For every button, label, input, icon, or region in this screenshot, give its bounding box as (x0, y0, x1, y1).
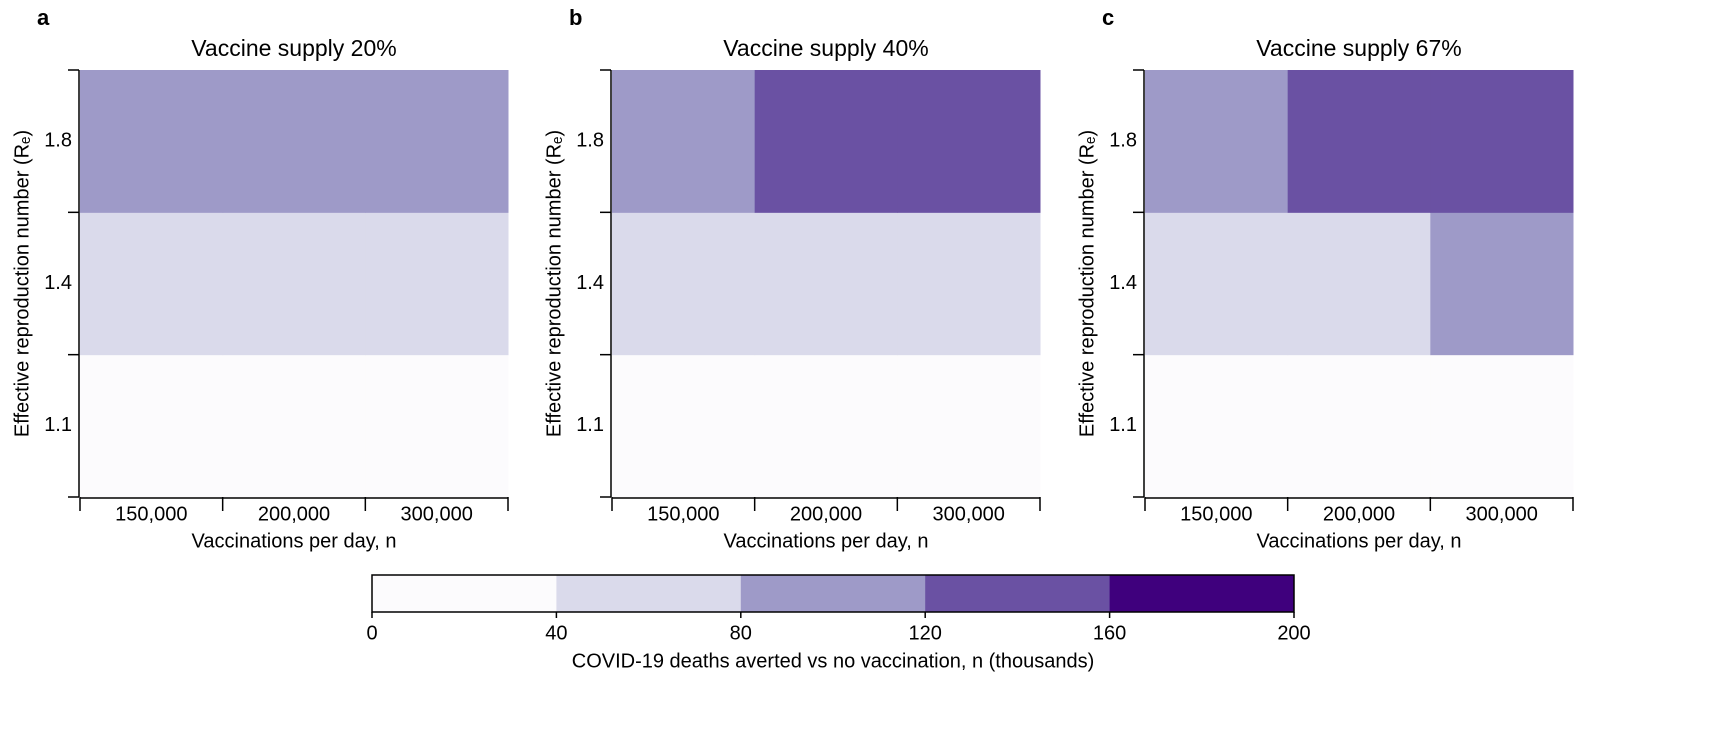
y-axis-label: Effective reproduction number (Rₑ) (543, 130, 565, 437)
x-tick-label: 300,000 (933, 503, 1005, 525)
colorbar-segment (740, 575, 926, 612)
panel-title: Vaccine supply 20% (191, 35, 396, 61)
heat-cell (365, 354, 509, 498)
x-axis-label: Vaccinations per day, n (1257, 530, 1462, 552)
y-tick-label: 1.4 (44, 272, 72, 294)
heat-cell (80, 212, 224, 356)
heat-cell (754, 70, 898, 213)
colorbar-label: COVID-19 deaths averted vs no vaccinatio… (572, 650, 1095, 672)
colorbar-segment (556, 575, 742, 612)
x-tick-label: 200,000 (790, 503, 862, 525)
panel-title: Vaccine supply 40% (723, 35, 928, 61)
colorbar-segment (372, 575, 557, 612)
heat-cell (1145, 212, 1289, 356)
heat-cell (612, 70, 756, 213)
heat-cell (1287, 212, 1431, 356)
x-tick-label: 150,000 (1180, 503, 1252, 525)
x-tick-label: 150,000 (115, 503, 187, 525)
heat-cell (1287, 354, 1431, 498)
colorbar-tick-label: 40 (545, 622, 567, 644)
heat-cell (222, 212, 366, 356)
colorbar-tick-label: 200 (1277, 622, 1310, 644)
heat-cell (897, 354, 1041, 498)
x-tick-label: 150,000 (647, 503, 719, 525)
heat-cell (365, 212, 509, 356)
heat-cell (1430, 70, 1574, 213)
y-axis-label: Effective reproduction number (Rₑ) (1076, 130, 1098, 437)
colorbar-segment (1109, 575, 1295, 612)
y-axis-label: Effective reproduction number (Rₑ) (11, 130, 33, 437)
heat-cell (1287, 70, 1431, 213)
panel-label: a (37, 5, 50, 30)
heat-cell (222, 354, 366, 498)
colorbar-segment (925, 575, 1111, 612)
heat-cell (1430, 354, 1574, 498)
x-axis-label: Vaccinations per day, n (724, 530, 929, 552)
panel-label: b (569, 5, 582, 30)
colorbar-tick-label: 160 (1093, 622, 1126, 644)
colorbar-tick-label: 120 (909, 622, 942, 644)
x-tick-label: 200,000 (1323, 503, 1395, 525)
heat-cell (754, 354, 898, 498)
heat-cell (897, 212, 1041, 356)
heat-cell (80, 70, 224, 213)
y-tick-label: 1.8 (44, 129, 72, 151)
y-tick-label: 1.8 (1109, 129, 1137, 151)
x-tick-label: 300,000 (1466, 503, 1538, 525)
y-tick-label: 1.4 (576, 272, 604, 294)
y-tick-label: 1.4 (1109, 272, 1137, 294)
panel-title: Vaccine supply 67% (1256, 35, 1461, 61)
y-tick-label: 1.1 (576, 414, 604, 436)
colorbar-tick-label: 0 (366, 622, 377, 644)
heat-cell (222, 70, 366, 213)
heat-cell (897, 70, 1041, 213)
heat-cell (612, 354, 756, 498)
heat-cell (612, 212, 756, 356)
heat-cell (1145, 70, 1289, 213)
heat-cell (1145, 354, 1289, 498)
x-tick-label: 300,000 (401, 503, 473, 525)
panel-label: c (1102, 5, 1114, 30)
heat-cell (80, 354, 224, 498)
colorbar-tick-label: 80 (730, 622, 752, 644)
heat-cell (365, 70, 509, 213)
x-axis-label: Vaccinations per day, n (192, 530, 397, 552)
heat-cell (1430, 212, 1574, 356)
y-tick-label: 1.1 (1109, 414, 1137, 436)
colorbar-frame (371, 574, 1295, 613)
y-tick-label: 1.8 (576, 129, 604, 151)
x-tick-label: 200,000 (258, 503, 330, 525)
y-tick-label: 1.1 (44, 414, 72, 436)
heat-cell (754, 212, 898, 356)
